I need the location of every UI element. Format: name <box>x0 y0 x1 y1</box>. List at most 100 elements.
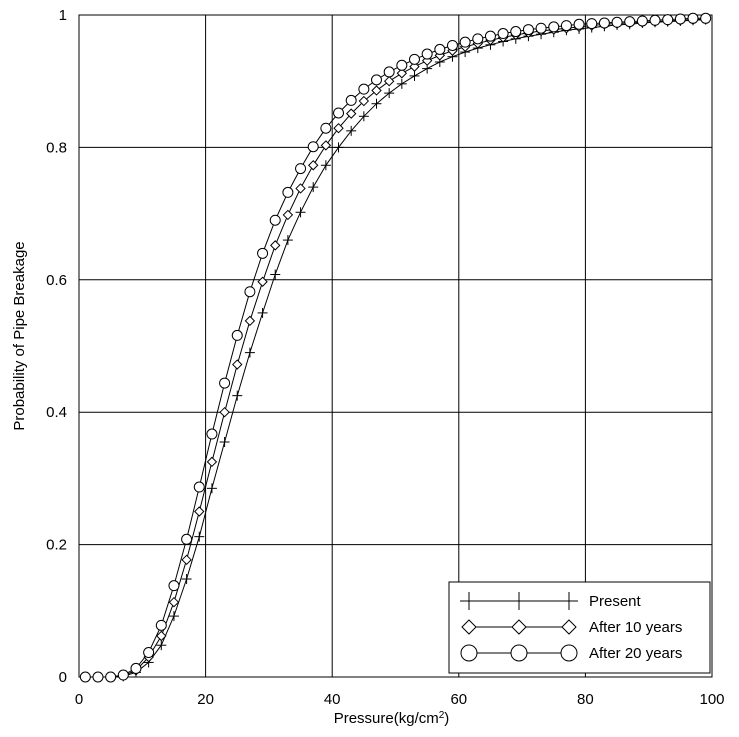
data-point <box>320 140 332 151</box>
data-point <box>181 554 192 566</box>
data-point <box>168 580 180 592</box>
data-point <box>168 596 180 608</box>
x-axis-label-suffix: ) <box>444 710 449 727</box>
data-point <box>194 506 205 517</box>
data-point <box>358 95 370 107</box>
legend-label: After 20 years <box>589 645 682 662</box>
tick-labels: 0 20 40 60 80 100 0 0.2 0.4 0.6 0.8 1 <box>46 7 724 708</box>
data-point <box>244 347 255 358</box>
series-layer <box>79 12 712 683</box>
data-point <box>371 98 382 109</box>
x-axis-label-superscript: 2 <box>439 710 445 721</box>
data-point <box>434 43 446 55</box>
legend-marker <box>460 644 478 662</box>
plot-frame <box>78 14 713 678</box>
data-point <box>143 647 155 659</box>
data-point <box>244 286 256 298</box>
legend-entry: After 20 years <box>460 644 682 662</box>
data-point <box>181 574 192 585</box>
y-tick-label: 0.8 <box>46 139 67 156</box>
data-point <box>446 39 458 51</box>
legend-marker <box>511 619 527 635</box>
data-point <box>320 122 332 134</box>
legend-entry: After 10 years <box>461 619 682 636</box>
data-point <box>156 640 167 651</box>
data-point <box>586 18 598 30</box>
legend-marker <box>560 592 578 610</box>
data-point <box>232 359 243 370</box>
data-point <box>244 315 256 327</box>
x-axis-label: Pressure(kg/cm2) <box>334 710 450 728</box>
data-point <box>560 20 572 32</box>
data-point <box>295 183 306 194</box>
data-point <box>383 66 395 78</box>
data-point <box>333 142 344 153</box>
data-point <box>156 630 167 642</box>
data-point <box>231 329 243 341</box>
data-point <box>295 207 306 218</box>
data-point <box>320 160 331 171</box>
y-axis-label: Probability of Pipe Breakage <box>11 241 28 430</box>
legend-marker <box>561 619 577 635</box>
legend-entry: Present <box>460 592 642 610</box>
data-point <box>636 15 648 27</box>
legend-label: After 10 years <box>589 619 682 636</box>
data-point <box>649 14 661 26</box>
data-point <box>510 26 522 38</box>
data-point <box>598 17 610 29</box>
legend-marker <box>461 619 477 635</box>
legend-marker <box>560 644 578 662</box>
data-point <box>206 428 218 440</box>
data-point <box>345 94 357 106</box>
data-point <box>270 269 281 280</box>
data-point <box>535 22 547 34</box>
data-point <box>193 481 205 493</box>
x-tick-label: 40 <box>324 691 341 708</box>
data-point <box>384 88 395 99</box>
grid <box>79 15 712 677</box>
y-tick-label: 0.6 <box>46 272 67 289</box>
x-tick-label: 60 <box>450 691 467 708</box>
data-point <box>611 16 623 28</box>
data-point <box>219 406 230 418</box>
data-point <box>194 531 205 542</box>
data-point <box>155 619 167 631</box>
data-point <box>117 669 129 681</box>
data-point <box>700 12 712 24</box>
data-point <box>396 78 407 89</box>
data-point <box>232 390 243 401</box>
data-point <box>333 107 345 119</box>
legend: Present After 10 years After 20 years <box>448 581 711 674</box>
data-point <box>421 48 433 60</box>
data-point <box>371 85 382 96</box>
data-point <box>573 18 585 30</box>
data-point <box>168 611 179 622</box>
data-point <box>282 209 294 221</box>
data-point <box>219 377 231 389</box>
series-line <box>85 19 706 678</box>
data-point <box>257 276 268 287</box>
x-tick-label: 0 <box>75 691 83 708</box>
data-point <box>270 240 281 251</box>
legend-marker <box>510 592 528 610</box>
data-point <box>548 21 560 33</box>
data-point <box>624 16 636 28</box>
series-line <box>85 18 706 678</box>
x-tick-label: 100 <box>699 691 724 708</box>
series-line <box>85 17 706 678</box>
data-point <box>459 36 471 48</box>
data-point <box>269 214 281 226</box>
data-point <box>396 68 408 79</box>
data-point <box>282 186 294 198</box>
data-point <box>409 61 420 72</box>
data-point <box>219 436 230 447</box>
data-point <box>282 235 293 246</box>
data-point <box>295 163 307 175</box>
data-point <box>206 483 217 494</box>
series-circle <box>79 12 712 683</box>
data-point <box>472 33 484 45</box>
data-point <box>687 12 699 24</box>
data-point <box>345 108 357 119</box>
data-point <box>484 30 496 42</box>
